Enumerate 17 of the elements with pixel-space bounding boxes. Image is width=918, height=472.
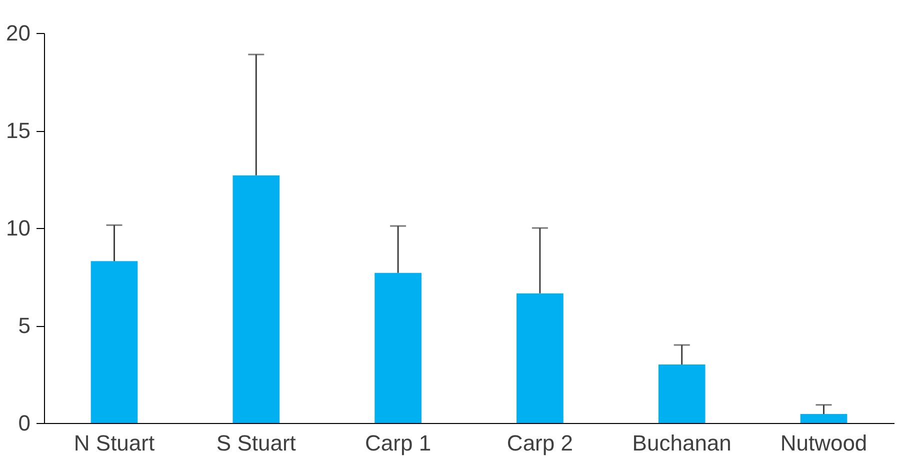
x-tick-label: Carp 1	[365, 430, 432, 456]
bar	[516, 293, 564, 423]
y-tick-label: 15	[6, 118, 30, 143]
bar	[658, 364, 706, 423]
x-tick-label: Nutwood	[780, 430, 868, 456]
y-tick-label: 5	[18, 313, 30, 338]
bar	[800, 414, 848, 423]
bar	[374, 272, 422, 423]
y-tick-label: 20	[6, 20, 30, 46]
x-tick-label: Carp 2	[506, 430, 573, 456]
x-tick-label: Buchanan	[632, 430, 732, 456]
bar	[90, 261, 138, 423]
x-tick-label: N Stuart	[74, 430, 155, 456]
x-tick-label: S Stuart	[216, 430, 296, 456]
y-tick-label: 10	[6, 216, 30, 240]
y-tick-label: 0	[18, 410, 30, 436]
bar	[232, 175, 280, 423]
